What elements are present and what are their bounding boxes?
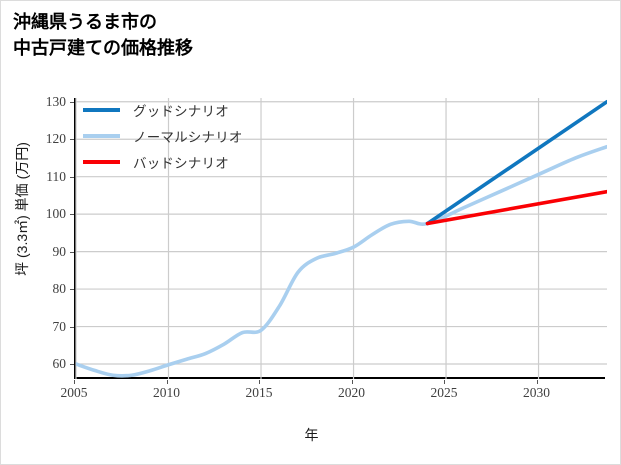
x-axis-title: 年 xyxy=(304,427,319,443)
legend-item-label: グッドシナリオ xyxy=(133,103,229,119)
chart-legend: グッドシナリオ ノーマルシナリオ バッドシナリオ xyxy=(83,97,243,171)
series-line xyxy=(425,99,607,226)
legend-color-swatch xyxy=(83,159,120,164)
x-axis-tick-label: 2010 xyxy=(153,385,180,400)
y-axis-tick-mark xyxy=(70,101,74,103)
y-axis-tick-label: 90 xyxy=(52,243,67,259)
legend-item-normal[interactable]: ノーマルシナリオ xyxy=(83,127,243,145)
y-axis-tick-mark xyxy=(70,289,74,291)
series-line xyxy=(76,144,607,378)
x-axis-tick-mark xyxy=(536,380,538,384)
x-axis-tick-mark xyxy=(74,380,75,384)
x-axis-tick-label: 2020 xyxy=(338,385,366,400)
y-axis-tick-label: 60 xyxy=(52,356,67,371)
page-title: 沖縄県うるま市の 中古戸建ての価格推移 xyxy=(13,12,193,58)
legend-item-label: ノーマルシナリオ xyxy=(133,129,243,145)
legend-color-swatch xyxy=(83,107,120,112)
legend-item-good[interactable]: グッドシナリオ xyxy=(83,101,243,119)
y-axis-tick-mark xyxy=(70,139,74,141)
x-axis-tick-label: 2030 xyxy=(523,385,551,400)
y-axis-tick-label: 100 xyxy=(45,206,66,222)
x-axis-tick-mark xyxy=(444,380,446,384)
legend-color-swatch xyxy=(83,133,120,138)
y-axis-tick-label: 80 xyxy=(52,281,67,297)
legend-item-label: バッドシナリオ xyxy=(133,155,229,171)
x-axis-tick-mark xyxy=(259,380,261,384)
x-axis-tick-label: 2005 xyxy=(60,385,88,400)
y-axis-tick-mark xyxy=(70,364,74,365)
y-axis-tick-mark xyxy=(70,176,74,178)
y-axis-tick-label: 130 xyxy=(45,93,66,109)
y-axis-tick-label: 110 xyxy=(46,168,66,184)
y-axis-tick-label: 70 xyxy=(52,318,67,334)
series-line xyxy=(425,189,607,226)
x-axis-tick-mark xyxy=(166,380,168,384)
y-axis-title: 坪 (3.3㎡) 単価 (万円) xyxy=(14,142,30,276)
y-axis-tick-mark xyxy=(70,214,74,216)
y-axis-tick-mark xyxy=(70,251,74,253)
y-axis-tick-label: 120 xyxy=(45,131,66,147)
plot-area xyxy=(74,98,607,379)
legend-item-bad[interactable]: バッドシナリオ xyxy=(83,153,243,171)
x-axis-tick-mark xyxy=(351,380,353,384)
x-axis-tick-label: 2025 xyxy=(430,385,458,400)
y-axis-tick-mark xyxy=(70,326,74,328)
series-lines xyxy=(76,99,607,378)
gridlines xyxy=(75,98,607,379)
x-axis-tick-label: 2015 xyxy=(245,385,273,400)
